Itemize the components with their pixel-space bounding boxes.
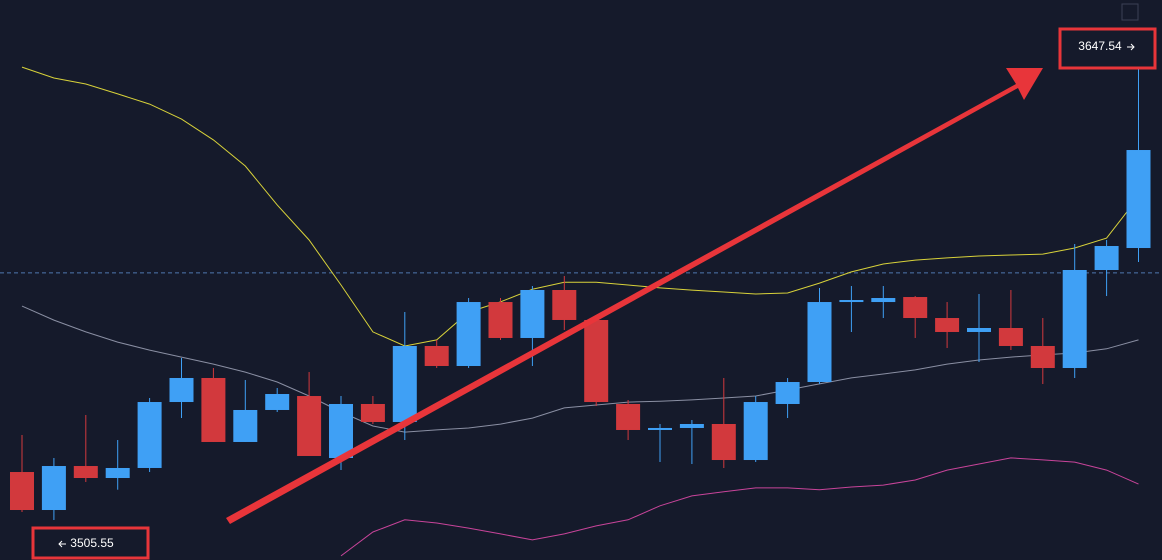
candle-body (679, 423, 704, 428)
candle-body (1126, 150, 1151, 249)
candle-body (584, 319, 609, 403)
candle-body (201, 377, 226, 442)
candle-body (360, 403, 385, 422)
arrow-icon (1127, 43, 1135, 51)
candle-body (105, 467, 130, 479)
candle-body (10, 472, 34, 511)
candle-body (935, 318, 960, 332)
candle-body (839, 300, 864, 303)
candle-body (807, 302, 832, 383)
candle-body (137, 402, 162, 468)
candle-body (392, 345, 417, 422)
low-label-box (31, 526, 150, 560)
candle-body (169, 377, 194, 403)
candle-body (424, 345, 449, 366)
candle-body (648, 427, 672, 430)
candle-body (775, 382, 800, 404)
expand-button[interactable] (1121, 3, 1139, 21)
candle-body (297, 396, 322, 456)
candle-body (711, 423, 736, 461)
low-label: 3505.55 (70, 536, 114, 550)
candle-body (967, 327, 991, 332)
candle-body (456, 302, 481, 366)
arrow-icon (58, 540, 66, 548)
candle-body (903, 297, 928, 319)
candle-body (329, 403, 353, 459)
candle-body (743, 402, 768, 461)
candle-body (520, 290, 545, 338)
candle-body (1094, 246, 1119, 270)
high-label-box (1058, 27, 1157, 70)
candle-body (265, 394, 290, 410)
trend-arrow (226, 68, 1043, 524)
candle-body (871, 298, 896, 303)
indicator-line (340, 457, 1139, 557)
plot (0, 66, 1162, 557)
candle-body (233, 409, 258, 442)
candle-body (616, 403, 641, 430)
high-label: 3647.54 (1078, 39, 1122, 53)
indicator-line (21, 305, 1139, 433)
candle-body (41, 466, 66, 511)
candle-body (998, 327, 1023, 346)
candle-body (552, 290, 577, 320)
indicator-line (21, 66, 1139, 347)
candle-body (488, 302, 513, 338)
candle-body (1030, 345, 1055, 369)
candle-body (73, 466, 98, 479)
candle-body (1062, 269, 1087, 369)
